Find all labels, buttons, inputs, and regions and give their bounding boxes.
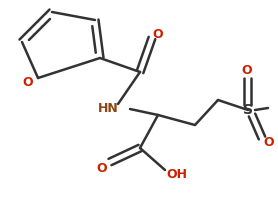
Text: O: O (23, 75, 33, 88)
Text: HN: HN (98, 102, 118, 114)
Text: O: O (153, 27, 163, 40)
Text: S: S (243, 103, 253, 117)
Text: O: O (264, 136, 274, 148)
Text: OH: OH (167, 168, 187, 180)
Text: O: O (97, 162, 107, 174)
Text: O: O (242, 64, 252, 77)
